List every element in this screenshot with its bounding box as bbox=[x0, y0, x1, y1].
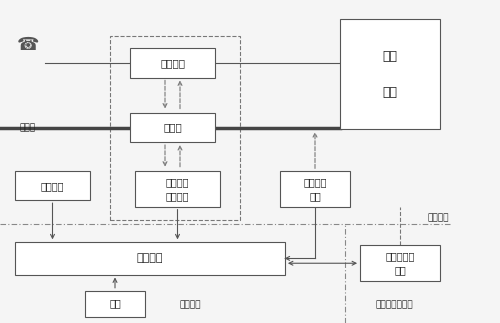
Text: 中继线: 中继线 bbox=[20, 123, 36, 132]
Text: 控制信号
分配电路: 控制信号 分配电路 bbox=[166, 177, 190, 201]
Bar bbox=[280, 171, 350, 207]
Text: 交换

网络: 交换 网络 bbox=[382, 50, 398, 99]
Text: 内存: 内存 bbox=[109, 299, 121, 308]
Text: 输入、输出
设备: 输入、输出 设备 bbox=[386, 251, 414, 275]
Bar bbox=[130, 48, 215, 78]
Text: 用户电路: 用户电路 bbox=[160, 58, 185, 68]
Bar bbox=[85, 291, 145, 317]
Text: 扫描电路: 扫描电路 bbox=[41, 181, 64, 191]
Bar bbox=[360, 245, 440, 281]
Text: 网络控制
电路: 网络控制 电路 bbox=[304, 177, 327, 201]
Text: 中继器: 中继器 bbox=[163, 123, 182, 132]
Text: 话路系统: 话路系统 bbox=[428, 214, 449, 223]
Bar bbox=[130, 113, 215, 142]
Text: ☎: ☎ bbox=[16, 36, 38, 54]
Text: 控制系统: 控制系统 bbox=[179, 301, 201, 310]
Bar bbox=[110, 36, 240, 220]
Bar bbox=[15, 242, 285, 275]
Bar bbox=[135, 171, 220, 207]
Bar bbox=[340, 19, 440, 129]
Text: 输入、输出系统: 输入、输出系统 bbox=[375, 301, 412, 310]
Text: 处理机群: 处理机群 bbox=[137, 254, 164, 263]
Bar bbox=[15, 171, 90, 200]
